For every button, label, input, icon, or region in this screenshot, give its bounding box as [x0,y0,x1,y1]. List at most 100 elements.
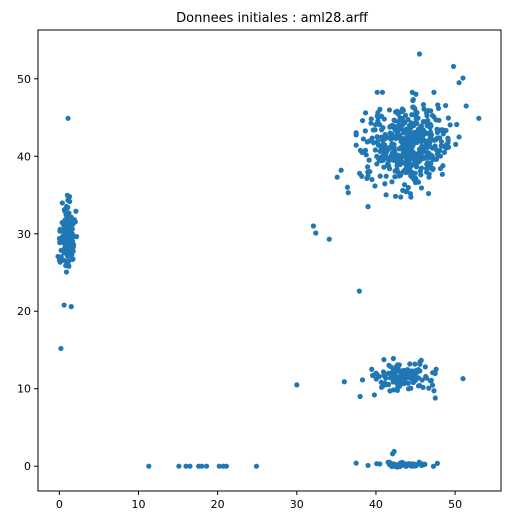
data-point-426 [387,124,393,130]
data-point-719 [404,367,411,373]
data-point-370 [424,123,430,129]
data-point-822 [146,463,152,469]
data-point-327 [375,155,381,161]
data-point-804 [450,63,457,70]
data-point-798 [334,174,340,180]
data-point-451 [418,172,424,178]
plot-frame [37,29,502,492]
data-point-793 [68,304,74,310]
data-point-440 [370,140,377,146]
data-point-800 [344,184,351,190]
data-point-829 [216,463,222,469]
data-point-12 [426,174,432,180]
data-point-734 [430,463,437,469]
data-point-597 [62,217,68,223]
data-point-714 [430,370,436,376]
data-point-230 [424,169,430,175]
data-point-789 [422,461,428,467]
data-point-460 [410,151,416,157]
data-point-812 [357,393,363,400]
data-point-282 [407,191,414,197]
data-point-362 [441,149,448,156]
data-point-785 [397,460,403,467]
y-tick-label-30: 30 [17,228,31,241]
data-point-788 [410,461,416,467]
data-point-821 [391,448,397,455]
data-point-57 [429,113,436,119]
data-point-794 [310,223,317,229]
data-point-832 [253,463,260,469]
data-point-351 [362,128,368,134]
x-tick-label-40: 40 [369,498,383,511]
data-point-141 [372,122,379,128]
data-point-284 [406,130,412,136]
data-point-814 [432,395,438,401]
data-point-475 [407,136,413,142]
data-point-385 [381,151,387,158]
data-point-796 [326,236,332,242]
data-point-827 [199,463,205,469]
data-point-376 [431,89,437,95]
data-point-260 [389,179,395,185]
data-point-452 [403,126,410,132]
data-point-781 [374,461,380,467]
data-point-823 [176,463,182,469]
data-point-828 [203,463,210,469]
data-point-274 [372,183,378,189]
data-point-446 [433,156,439,162]
data-point-320 [353,132,359,138]
data-point-808 [463,103,469,109]
data-point-707 [413,377,419,383]
data-point-609 [66,234,72,240]
data-point-802 [365,204,371,210]
data-point-713 [401,377,408,384]
data-point-604 [60,239,66,246]
y-tick-label-0: 0 [24,460,31,473]
data-point-795 [313,230,319,236]
y-tick-label-40: 40 [17,150,31,163]
data-point-244 [381,116,387,122]
data-point-816 [373,370,379,376]
data-point-459 [406,165,413,171]
data-point-225 [379,89,386,95]
data-point-803 [416,51,423,57]
data-point-712 [400,372,406,378]
data-point-687 [417,368,423,374]
data-point-478 [418,124,424,130]
data-point-336 [362,110,369,116]
data-point-543 [59,200,65,206]
chart-title: Donnees initiales : aml28.arff [176,11,369,26]
data-point-338 [389,150,396,156]
data-point-418 [423,165,430,172]
data-point-461 [398,138,404,145]
data-point-467 [421,147,427,154]
data-point-306 [435,152,441,158]
data-point-824 [183,463,189,469]
data-point-716 [405,375,411,381]
data-point-810 [294,382,300,388]
data-point-255 [382,181,388,187]
data-point-605 [65,223,72,229]
data-point-310 [437,165,444,172]
data-point-811 [341,379,347,385]
points-layer [55,51,482,470]
y-tick-label-20: 20 [17,305,31,318]
data-point-587 [62,208,68,214]
data-point-279 [392,174,398,180]
data-point-406 [419,133,425,140]
data-point-417 [421,106,427,112]
data-point-108 [447,122,453,128]
data-point-332 [370,127,376,133]
data-point-790 [65,115,71,121]
data-point-665 [381,357,387,363]
data-point-404 [385,146,391,152]
data-point-792 [61,302,67,308]
data-point-704 [393,373,399,379]
data-point-684 [369,366,375,372]
data-point-571 [57,240,63,246]
data-point-471 [399,159,405,165]
data-point-472 [408,120,414,126]
data-point-439 [443,145,449,151]
data-point-368 [392,118,398,124]
